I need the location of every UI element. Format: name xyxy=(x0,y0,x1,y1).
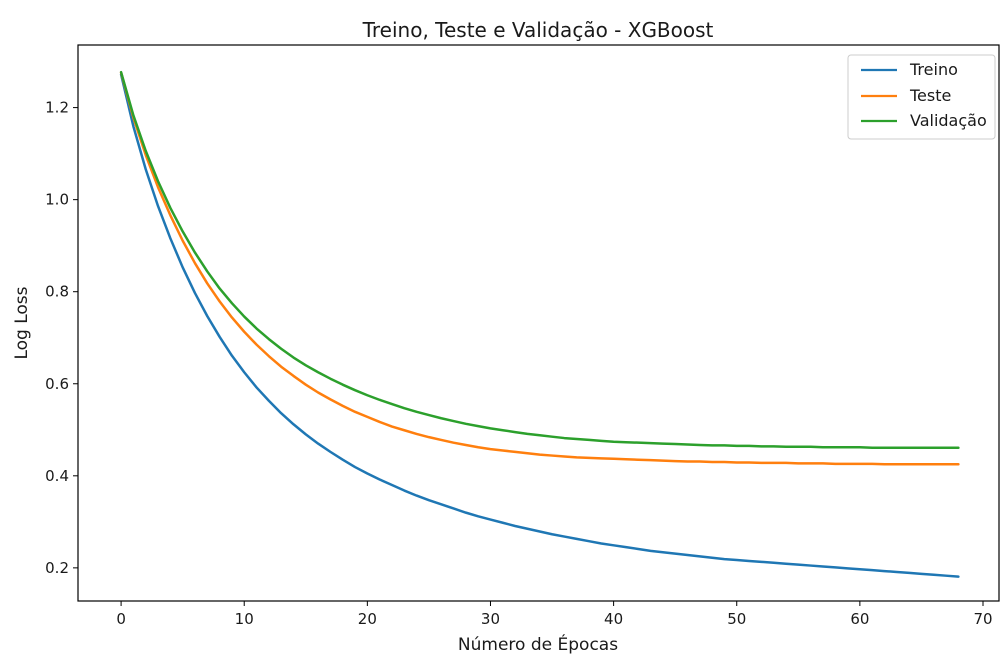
y-tick-label: 1.2 xyxy=(45,99,69,117)
series-lines xyxy=(119,70,960,578)
legend: Treino Teste Validação xyxy=(847,54,996,140)
x-tick-label: 70 xyxy=(973,610,992,628)
x-tick-label: 60 xyxy=(850,610,869,628)
x-tick-label: 40 xyxy=(604,610,623,628)
y-tick-label: 0.8 xyxy=(45,283,69,301)
x-tick-label: 10 xyxy=(235,610,254,628)
x-tick-label: 50 xyxy=(727,610,746,628)
x-axis-label: Número de Épocas xyxy=(458,633,618,655)
series-line-treino xyxy=(119,73,960,578)
y-tick-label: 0.4 xyxy=(45,467,69,485)
y-tick-label: 0.6 xyxy=(45,375,69,393)
y-axis-label: Log Loss xyxy=(12,286,32,359)
plot-area xyxy=(77,44,1000,602)
legend-label-teste: Teste xyxy=(909,86,951,105)
y-tick-label: 0.2 xyxy=(45,559,69,577)
y-tick-label: 1.0 xyxy=(45,191,69,209)
legend-label-validacao: Validação xyxy=(910,111,987,130)
y-axis: 0.2 0.4 0.6 0.8 1.0 1.2 xyxy=(45,99,78,577)
x-axis: 0 10 20 30 40 50 60 70 xyxy=(116,601,993,628)
series-line-valida-o xyxy=(119,70,960,449)
legend-label-treino: Treino xyxy=(909,60,958,79)
legend-box xyxy=(847,54,996,140)
x-tick-label: 30 xyxy=(481,610,500,628)
x-tick-label: 20 xyxy=(358,610,377,628)
chart-title: Treino, Teste e Validação - XGBoost xyxy=(362,18,714,42)
x-tick-label: 0 xyxy=(116,610,126,628)
series-line-teste xyxy=(119,71,960,466)
